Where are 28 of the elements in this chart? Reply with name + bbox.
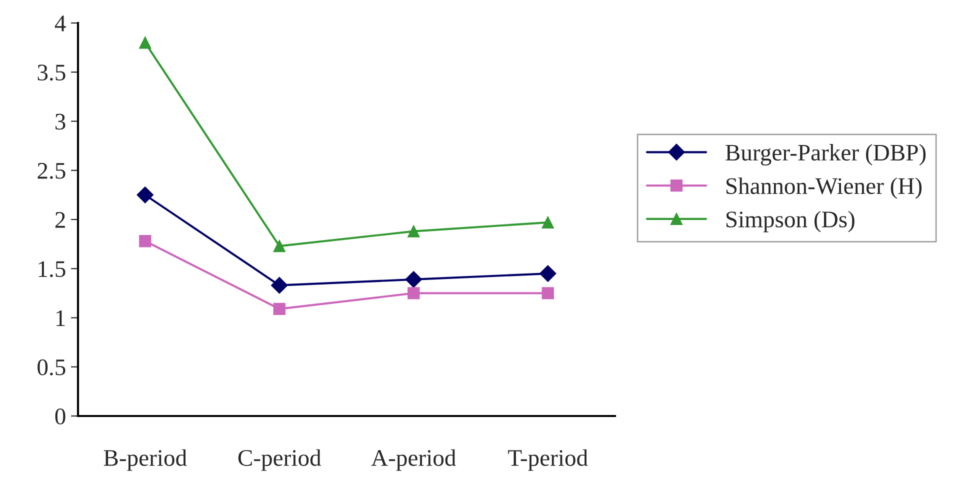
y-tick-label: 1: [56, 310, 65, 326]
y-tick-label: 1.5: [38, 261, 66, 278]
x-tick-label: C-period: [238, 449, 322, 471]
y-tick-label: 3.5: [38, 64, 66, 81]
point: [139, 36, 152, 49]
point: [542, 287, 554, 300]
point: [540, 265, 556, 282]
point: [408, 287, 420, 300]
legend-label: Simpson (Ds): [726, 210, 854, 232]
y-tick-label: 0.5: [38, 359, 66, 376]
x-tick-label: A-period: [371, 449, 456, 471]
x-tick-label: B-period: [104, 449, 187, 471]
point: [273, 302, 286, 315]
y-tick-label: 3: [56, 114, 66, 130]
y-tick-label: 0: [55, 408, 66, 424]
point: [271, 276, 288, 294]
point: [273, 240, 286, 252]
legend-label: Burger-Parker (DBP): [726, 144, 926, 166]
y-tick-label: 4: [54, 16, 66, 32]
point: [542, 216, 554, 229]
point: [405, 271, 422, 288]
x-tick-label: T-period: [508, 449, 588, 471]
point: [408, 225, 420, 238]
y-tick-label: 2: [55, 212, 65, 228]
point: [139, 235, 152, 248]
point: [136, 186, 154, 204]
y-tick-label: 2.5: [38, 162, 66, 179]
legend-label: Shannon-Wiener (H): [726, 177, 922, 199]
